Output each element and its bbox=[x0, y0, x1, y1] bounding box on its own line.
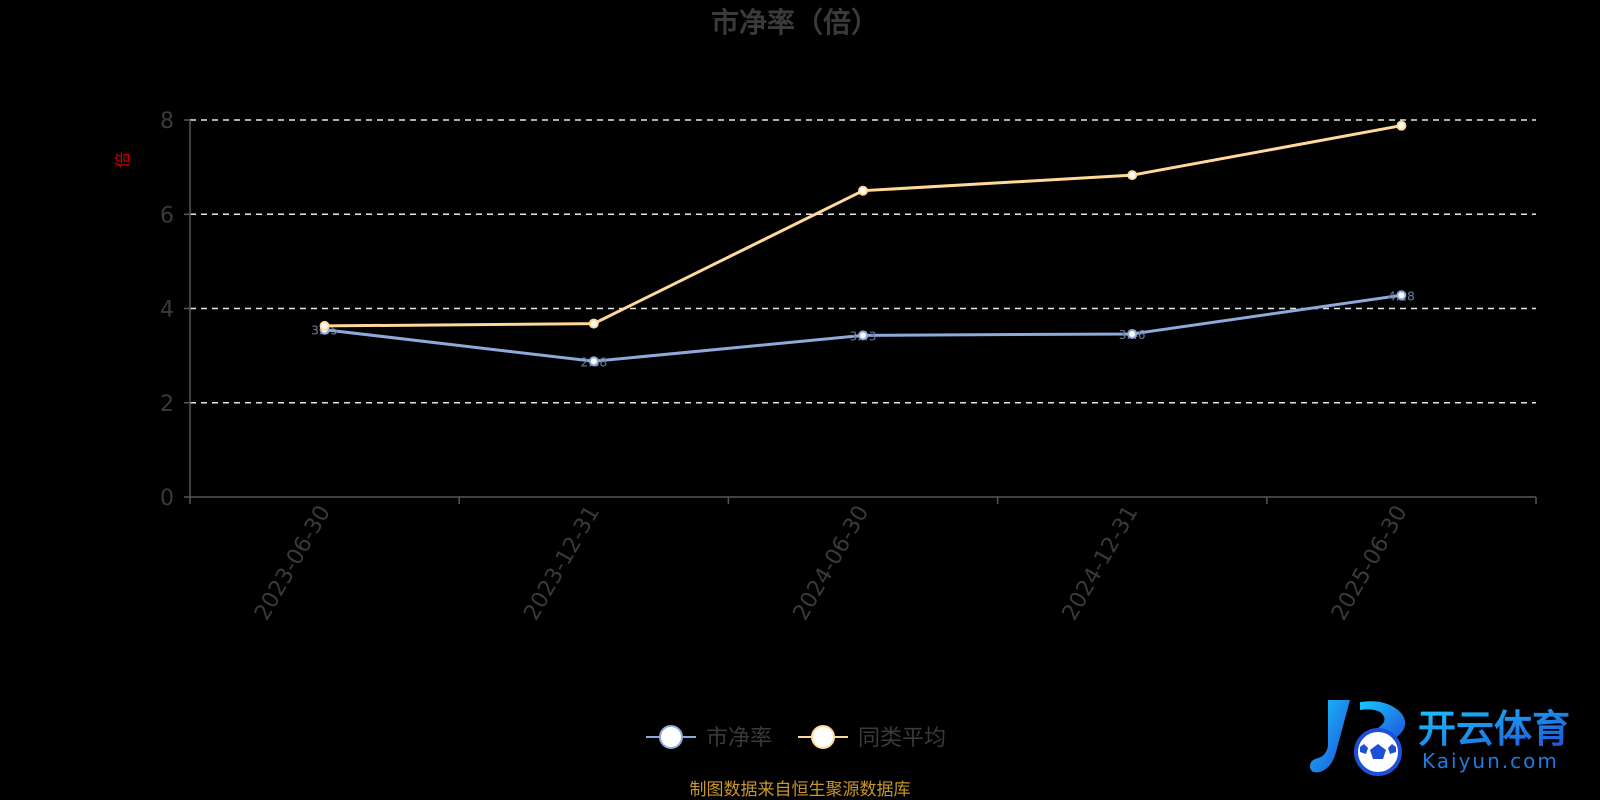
x-tick-label: 2025-06-30 bbox=[1327, 502, 1413, 625]
watermark-logo: 开云体育 Kaiyun.com bbox=[1310, 700, 1570, 776]
grid-lines bbox=[190, 119, 1536, 404]
data-point bbox=[1396, 120, 1407, 131]
legend-item-0[interactable]: 市净率 bbox=[646, 725, 772, 751]
x-tick-label: 2024-06-30 bbox=[789, 502, 875, 625]
series-1 bbox=[319, 120, 1407, 331]
data-point bbox=[588, 356, 599, 367]
watermark-brand: 开云体育 bbox=[1418, 707, 1570, 751]
y-axis-label: 倍 bbox=[113, 152, 132, 168]
data-point bbox=[1396, 290, 1407, 301]
y-tick-label: 2 bbox=[160, 392, 174, 417]
x-tick-label: 2023-12-31 bbox=[519, 502, 605, 625]
series-0: 3.552.883.433.464.28 bbox=[311, 289, 1415, 369]
data-point bbox=[858, 330, 868, 341]
watermark-url: Kaiyun.com bbox=[1422, 749, 1559, 773]
series-layer: 3.552.883.433.464.28 bbox=[311, 120, 1415, 369]
y-tick-label: 4 bbox=[160, 298, 174, 323]
legend-item-1[interactable]: 同类平均 bbox=[798, 725, 946, 751]
y-tick-label: 6 bbox=[160, 203, 174, 228]
series-line bbox=[324, 124, 1402, 328]
data-point bbox=[588, 318, 599, 329]
data-point bbox=[1127, 328, 1138, 339]
legend-marker bbox=[811, 725, 835, 749]
legend-label: 市净率 bbox=[706, 726, 772, 751]
soccer-ball-logo-icon bbox=[1310, 700, 1406, 776]
chart-title: 市净率（倍） bbox=[711, 6, 879, 39]
axes: 0 2 4 6 8 2023-06-30 2023-12-31 2024-06-30 2024-… bbox=[160, 109, 1537, 625]
data-point bbox=[1127, 170, 1138, 181]
y-tick-label: 8 bbox=[160, 109, 174, 134]
legend-marker bbox=[659, 725, 683, 749]
data-point bbox=[858, 185, 868, 196]
y-tick-label: 0 bbox=[160, 486, 174, 511]
legend-label: 同类平均 bbox=[858, 726, 946, 751]
source-note: 制图数据来自恒生聚源数据库 bbox=[690, 780, 911, 800]
series-line bbox=[324, 293, 1402, 363]
x-tick-label: 2024-12-31 bbox=[1058, 502, 1144, 625]
data-point bbox=[319, 320, 330, 331]
legend[interactable]: 市净率 同类平均 bbox=[646, 725, 946, 751]
x-tick-label: 2023-06-30 bbox=[250, 502, 336, 625]
